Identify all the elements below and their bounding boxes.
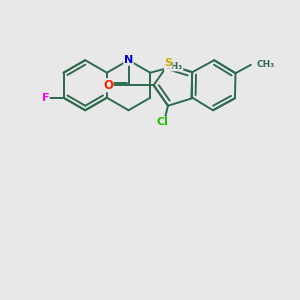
Text: F: F [42,93,49,103]
Text: N: N [124,55,133,65]
Text: CH₃: CH₃ [165,62,183,71]
Text: CH₃: CH₃ [257,60,275,69]
Text: Cl: Cl [156,117,168,127]
Text: O: O [103,79,113,92]
Text: S: S [164,58,172,68]
